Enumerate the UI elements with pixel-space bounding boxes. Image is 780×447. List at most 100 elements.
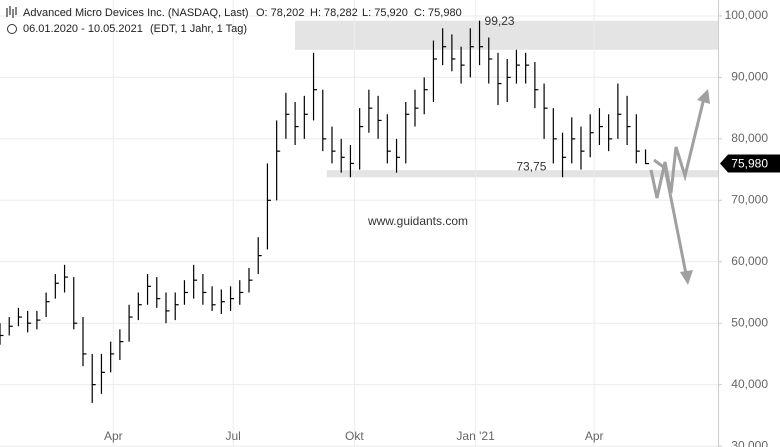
last-price-label: 75,980	[731, 157, 768, 171]
ohlc-bar	[183, 280, 188, 305]
ohlc-bar	[349, 145, 354, 178]
ohlc-low: L: 75,920	[362, 7, 408, 19]
y-tick-label: 100,000	[725, 8, 769, 22]
zone	[295, 20, 718, 50]
ohlc-bar	[0, 323, 4, 345]
ohlc-bar	[110, 341, 115, 373]
ohlc-bar	[589, 114, 594, 158]
y-tick-label: 70,000	[731, 192, 768, 206]
zone	[326, 170, 718, 178]
ohlc-bar	[451, 34, 456, 72]
ohlc-bar	[414, 89, 419, 127]
ohlc-bar	[202, 274, 207, 305]
ohlc-bar	[469, 28, 474, 78]
ohlc-bar	[423, 77, 428, 115]
ohlc-bar	[257, 237, 262, 275]
ohlc-bar	[598, 108, 603, 146]
ohlc-bar	[239, 280, 244, 305]
y-tick-label: 40,000	[731, 377, 768, 391]
ohlc-bar	[73, 277, 78, 330]
ohlc-bar	[552, 108, 557, 164]
ohlc-bar	[386, 114, 391, 164]
zones: 99,23 73,75	[295, 14, 718, 178]
x-tick-label: Apr	[585, 429, 604, 443]
zone-label: 73,75	[516, 159, 546, 173]
zone-label: 99,23	[485, 14, 515, 28]
ohlc-bar	[156, 277, 161, 308]
ohlc-bar	[497, 52, 502, 106]
ohlc-bar	[377, 95, 382, 139]
ohlc-bar	[368, 89, 373, 133]
ohlc-bar	[100, 353, 105, 394]
ohlc-bar	[515, 49, 520, 84]
down-scenario	[653, 158, 688, 275]
last-price-tag	[720, 154, 780, 173]
ohlc-bar	[359, 108, 364, 170]
ohlc-bar	[571, 117, 576, 164]
ohlc-bar	[248, 267, 253, 293]
ohlc-close: C: 75,980	[414, 7, 462, 19]
ohlc-bar	[488, 37, 493, 84]
ohlc-bar	[635, 114, 640, 164]
grid	[0, 0, 718, 447]
ohlc-bar	[119, 329, 124, 361]
arrow-head	[680, 270, 693, 285]
ohlc-bar	[617, 83, 622, 139]
ohlc-bar	[45, 292, 50, 318]
axes: 30,000 40,000 50,000 60,000 70,000 80,000 90,0…	[104, 8, 780, 447]
subtitle: 06.01.2020 - 10.05.2021	[23, 23, 143, 35]
ohlc-bar	[285, 92, 290, 139]
bars	[0, 20, 650, 404]
ohlc-bar	[8, 317, 13, 336]
ohlc-bar	[63, 264, 69, 293]
ohlc-bar	[303, 95, 308, 139]
x-tick-label: Apr	[104, 429, 123, 443]
y-tick-label: 50,000	[731, 315, 768, 329]
ohlc-bar	[193, 264, 198, 299]
ohlc-bar	[478, 20, 484, 66]
y-tick-label: 30,000	[731, 438, 768, 447]
ohlc-bar	[442, 28, 447, 66]
ohlc-bar	[220, 289, 225, 314]
ohlc-icon	[6, 6, 17, 18]
ohlc-bar	[561, 132, 567, 178]
ohlc-bar	[128, 304, 133, 342]
ohlc-bar	[36, 310, 41, 330]
ohlc-high: H: 78,282	[310, 7, 358, 19]
ohlc-bar	[146, 274, 152, 305]
ohlc-bar	[174, 292, 179, 321]
clock-icon	[7, 24, 17, 34]
subtitle-note: (EDT, 1 Jahr, 1 Tag)	[150, 23, 247, 35]
ohlc-bar	[294, 101, 299, 146]
header: Advanced Micro Devices Inc. (NASDAQ, Las…	[6, 6, 462, 35]
ohlc-bar	[543, 83, 548, 139]
ohlc-bar	[644, 149, 650, 165]
y-tick-label: 60,000	[731, 254, 768, 268]
ohlc-bar	[460, 46, 465, 84]
ohlc-bar	[266, 163, 271, 250]
ohlc-bar	[211, 286, 216, 311]
ohlc-bar	[626, 95, 631, 146]
ohlc-bar	[432, 40, 437, 102]
ohlc-bar	[54, 274, 59, 299]
y-tick-label: 80,000	[731, 131, 768, 145]
ohlc-bar	[506, 58, 511, 102]
scenario-arrows	[649, 89, 710, 285]
ohlc-bar	[405, 101, 410, 164]
ohlc-bar	[165, 292, 170, 324]
x-tick-label: Jul	[226, 429, 241, 443]
chart-title: Advanced Micro Devices Inc. (NASDAQ, Las…	[23, 7, 249, 19]
ohlc-bar	[17, 307, 22, 327]
ohlc-bar	[82, 317, 87, 367]
ohlc-bar	[322, 89, 327, 152]
ohlc-bar	[91, 353, 96, 404]
ohlc-bar	[137, 292, 142, 321]
ohlc-bar	[534, 62, 539, 109]
ohlc-bar	[340, 138, 345, 173]
y-tick-label: 90,000	[731, 70, 768, 84]
x-tick-label: Jan '21	[456, 429, 495, 443]
ohlc-bar	[27, 310, 32, 333]
x-tick-label: Okt	[345, 429, 364, 443]
